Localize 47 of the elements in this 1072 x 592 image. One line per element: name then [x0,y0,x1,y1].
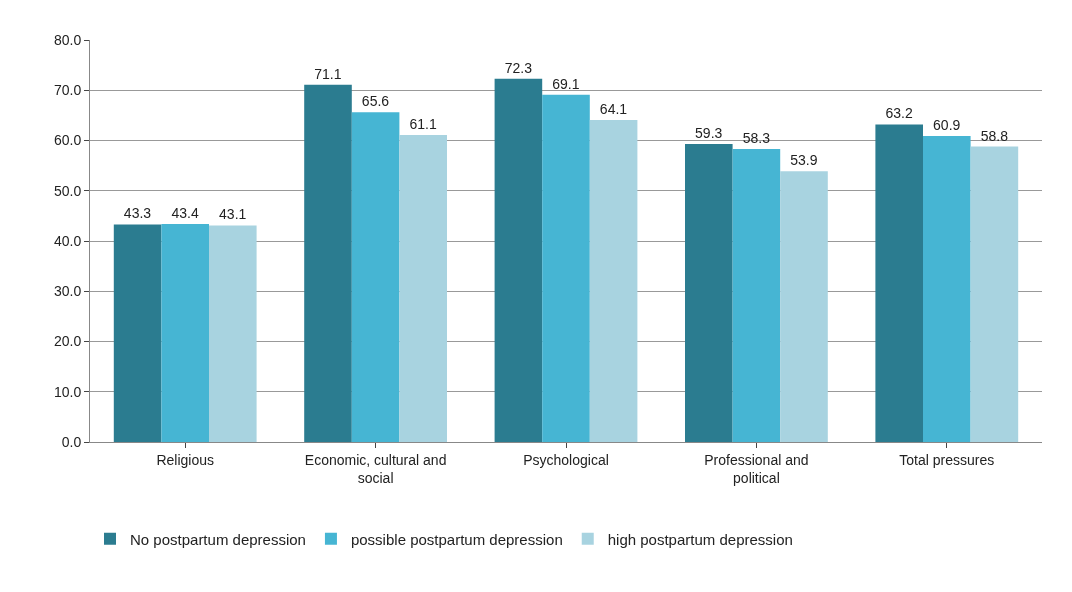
data-label: 53.9 [790,152,818,169]
y-tick-label: 40.0 [53,232,82,249]
bar [685,144,733,442]
data-label: 43.4 [171,204,199,221]
data-label: 72.3 [504,59,533,76]
data-label: 60.9 [933,116,961,133]
data-label: 63.2 [885,105,913,122]
data-label: 65.6 [361,93,390,110]
bar [351,112,400,442]
data-label: 58.8 [980,127,1009,144]
y-tick-label: 20.0 [53,333,82,350]
legend-label: possible postpartum depression [350,530,563,548]
legend-label: No postpartum depression [130,530,306,548]
y-tick-label: 10.0 [53,383,82,400]
data-label: 59.3 [695,125,723,142]
x-tick-label: Total pressures [899,451,995,468]
y-tick-label: 70.0 [53,82,82,99]
y-tick-label: 80.0 [53,31,82,48]
data-label: 69.1 [552,75,580,92]
bar [209,225,257,442]
bar [304,84,352,442]
bar [113,224,162,442]
y-tick-label: 50.0 [53,182,82,199]
bar [494,78,543,442]
y-tick-label: 0.0 [61,433,82,450]
y-tick-label: 60.0 [53,132,82,149]
x-tick-label: Professional and political [704,451,809,486]
bar [923,135,971,442]
x-tick-label: Psychological [523,451,609,468]
bar [875,124,923,442]
bar [732,149,781,442]
bar [970,146,1019,442]
legend-label: high postpartum depression [607,530,793,548]
data-label: 43.3 [123,205,152,222]
data-label: 61.1 [409,115,437,132]
bar [589,119,638,442]
x-tick-label: Economic, cultural and social [304,451,447,486]
x-tick-label: Religious [156,451,214,468]
data-label: 43.1 [219,206,247,223]
data-label: 58.3 [742,130,771,147]
data-label: 64.1 [599,100,628,117]
y-tick-label: 30.0 [53,283,82,300]
data-label: 71.1 [314,65,342,82]
bar [542,94,590,442]
bar [780,171,828,442]
bar [161,223,209,442]
bar [399,134,447,442]
